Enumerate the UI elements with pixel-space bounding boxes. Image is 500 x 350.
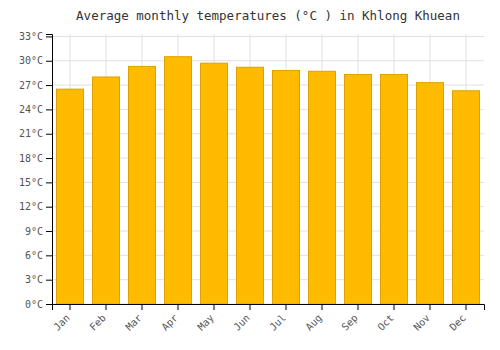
x-tick-mark: [358, 304, 359, 310]
x-tick-mark: [178, 304, 179, 310]
y-tick-label: 30°C: [19, 55, 43, 66]
y-tick: 18°C: [19, 153, 52, 164]
x-tick: Jun: [231, 304, 252, 333]
bar: [417, 83, 444, 304]
grid-line-y: [52, 36, 484, 37]
y-tick-mark: [46, 182, 52, 183]
y-tick: 27°C: [19, 80, 52, 91]
x-tick: Mar: [123, 304, 144, 333]
bar: [273, 70, 300, 304]
bar: [165, 57, 192, 304]
y-tick-mark: [46, 280, 52, 281]
bar: [57, 89, 84, 304]
x-tick: Jul: [267, 304, 288, 333]
y-tick-mark: [46, 109, 52, 110]
x-axis-line: [53, 305, 485, 311]
x-tick-mark: [466, 304, 467, 310]
y-tick-label: 9°C: [25, 226, 43, 237]
y-tick-mark: [46, 134, 52, 135]
x-tick-mark: [430, 304, 431, 310]
y-tick-label: 3°C: [25, 274, 43, 285]
x-tick-mark: [286, 304, 287, 310]
x-tick-label: Oct: [375, 312, 396, 333]
y-tick: 12°C: [19, 201, 52, 212]
y-tick: 24°C: [19, 104, 52, 115]
y-tick-label: 0°C: [25, 299, 43, 310]
x-tick-label: Sep: [339, 312, 360, 333]
x-tick-label: Apr: [159, 312, 180, 333]
y-tick: 6°C: [25, 250, 52, 261]
y-tick: 9°C: [25, 226, 52, 237]
x-tick: Jan: [51, 304, 72, 333]
y-tick-mark: [46, 255, 52, 256]
y-tick-mark: [46, 85, 52, 86]
bar: [453, 91, 480, 304]
y-tick: 33°C: [19, 31, 52, 42]
x-tick: Feb: [87, 304, 108, 333]
y-tick: 0°C: [25, 299, 52, 310]
x-axis: Jan Feb Mar Apr May Jun Jul Aug Sep Oct Nov Dec: [51, 304, 484, 333]
x-tick: Oct: [375, 304, 396, 333]
plot-area: Jan Feb Mar Apr May Jun Jul Aug Sep Oct Nov Dec 0°C 3…: [19, 31, 485, 333]
x-tick: Nov: [411, 304, 432, 333]
y-tick: 30°C: [19, 55, 52, 66]
y-tick-label: 12°C: [19, 201, 43, 212]
bar: [201, 63, 228, 304]
grid: [52, 34, 484, 304]
x-tick-mark: [250, 304, 251, 310]
x-tick-mark: [142, 304, 143, 310]
y-tick: 21°C: [19, 128, 52, 139]
y-tick-mark: [46, 231, 52, 232]
y-tick-mark: [46, 158, 52, 159]
y-tick-label: 6°C: [25, 250, 43, 261]
x-tick: Sep: [339, 304, 360, 333]
x-tick-label: Jun: [231, 312, 252, 333]
y-tick-label: 27°C: [19, 80, 43, 91]
x-tick-mark: [394, 304, 395, 310]
bars: [57, 57, 480, 304]
y-tick-mark: [46, 36, 52, 37]
x-tick: Dec: [447, 304, 468, 333]
y-tick-label: 15°C: [19, 177, 43, 188]
bar: [93, 77, 120, 304]
bar: [345, 75, 372, 304]
x-tick-label: Feb: [87, 312, 108, 333]
x-tick-label: Jul: [267, 312, 288, 333]
x-tick-mark: [106, 304, 107, 310]
y-axis-line: [46, 35, 53, 305]
x-tick: May: [195, 304, 216, 333]
bar: [381, 75, 408, 304]
x-tick-label: Mar: [123, 312, 144, 333]
y-tick-mark: [46, 61, 52, 62]
x-tick: Apr: [159, 304, 180, 333]
x-tick-mark: [70, 304, 71, 310]
x-tick-label: Jan: [51, 312, 72, 333]
y-tick-mark: [46, 304, 52, 305]
chart-title: Average monthly temperatures (°C ) in Kh…: [76, 8, 460, 23]
y-tick: 15°C: [19, 177, 52, 188]
y-tick-label: 33°C: [19, 31, 43, 42]
chart-svg: Jan Feb Mar Apr May Jun Jul Aug Sep Oct Nov Dec 0°C 3…: [0, 0, 500, 350]
grid-line-y: [52, 60, 484, 61]
y-axis: 0°C 3°C 6°C 9°C 12°C 15°C 18°C 21°C 24°C 27°C 30°C…: [19, 31, 53, 310]
y-tick-label: 21°C: [19, 128, 43, 139]
y-tick-label: 24°C: [19, 104, 43, 115]
x-tick-mark: [322, 304, 323, 310]
x-tick: Aug: [303, 304, 324, 333]
y-tick-mark: [46, 207, 52, 208]
y-tick-label: 18°C: [19, 153, 43, 164]
x-tick-label: Aug: [303, 312, 324, 333]
bar: [237, 67, 264, 304]
x-tick-label: Dec: [447, 312, 468, 333]
bar: [129, 66, 156, 304]
bar: [309, 71, 336, 304]
x-tick-mark: [214, 304, 215, 310]
x-tick-label: Nov: [411, 312, 432, 333]
y-tick: 3°C: [25, 274, 52, 285]
x-tick-label: May: [195, 312, 216, 333]
